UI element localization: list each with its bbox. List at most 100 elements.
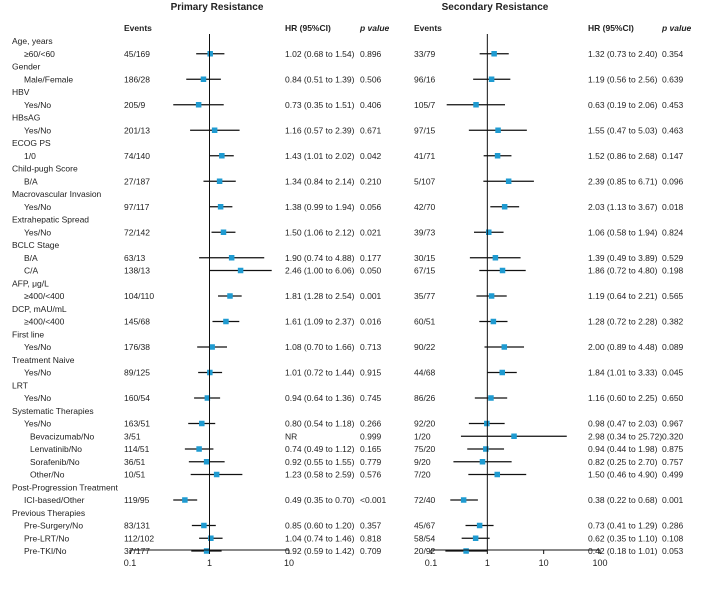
secondary-hr-text: 1.16 (0.60 to 2.25) [588,393,658,403]
group-label: Treatment Naive [12,355,75,365]
primary-hr-marker [209,344,215,350]
primary-hr-text: 1.08 (0.70 to 1.66) [285,342,355,352]
primary-p-value: 0.001 [360,291,382,301]
secondary-hr-text: 1.86 (0.72 to 4.80) [588,266,658,276]
primary-hr-text: 0.92 (0.55 to 1.55) [285,457,355,467]
secondary-p-value: 0.053 [662,546,684,556]
secondary-hr-text: 0.82 (0.25 to 2.70) [588,457,658,467]
primary-events-value: 119/95 [124,495,150,505]
secondary-axis-tick-label: 100 [592,558,607,568]
secondary-hr-marker [472,535,479,541]
secondary-panel-title: Secondary Resistance [442,2,549,13]
secondary-p-value: 0.824 [662,227,684,237]
primary-p-value: 0.713 [360,342,382,352]
primary-hr-marker [196,446,202,452]
secondary-hr-text: 0.63 (0.19 to 2.06) [588,100,658,110]
primary-events-value: 36/51 [124,457,146,467]
primary-p-value: 0.266 [360,419,382,429]
subgroup-label: Yes/No [24,419,51,429]
primary-p-value: 0.357 [360,521,382,531]
secondary-hr-marker [501,344,508,350]
primary-hr-marker [201,522,207,529]
primary-hr-text: 1.23 (0.58 to 2.59) [285,470,355,480]
primary-hr-text: 0.94 (0.64 to 1.36) [285,393,355,403]
primary-hr-marker [227,293,233,299]
secondary-events-value: 96/16 [414,74,436,84]
subgroup-label: ≥400/<400 [24,317,65,327]
primary-hr-header: HR (95%CI) [285,23,331,33]
primary-events-value: 160/54 [124,393,150,403]
secondary-hr-text: 1.19 (0.56 to 2.56) [588,74,658,84]
primary-events-value: 83/131 [124,521,150,531]
secondary-hr-text: 2.00 (0.89 to 4.48) [588,342,658,352]
secondary-hr-marker [511,433,517,439]
group-label: HBsAG [12,113,40,123]
primary-events-value: 145/68 [124,317,150,327]
secondary-p-value: 0.565 [662,291,684,301]
primary-p-value: 0.056 [360,202,382,212]
secondary-hr-text: 0.98 (0.47 to 2.03) [588,419,658,429]
secondary-events-value: 42/70 [414,202,436,212]
secondary-p-header: p value [661,23,692,33]
secondary-hr-marker [494,471,501,478]
primary-hr-marker [223,318,229,325]
secondary-hr-text: 0.62 (0.35 to 1.10) [588,533,658,543]
secondary-events-value: 9/20 [414,457,431,467]
primary-p-value: 0.050 [360,266,382,276]
subgroup-label: ≥400/<400 [24,291,65,301]
primary-events-value: 201/13 [124,125,150,135]
secondary-hr-marker [463,548,469,554]
secondary-p-value: 0.757 [662,457,684,467]
secondary-hr-text: 1.52 (0.86 to 2.68) [588,151,658,161]
primary-p-value: 0.896 [360,49,382,59]
primary-hr-marker [195,102,202,108]
secondary-p-value: 0.382 [662,317,684,327]
secondary-events-value: 33/79 [414,49,436,59]
secondary-events-value: 1/20 [414,431,431,441]
primary-events-value: 74/140 [124,151,150,161]
primary-hr-marker [213,471,220,478]
subgroup-label: Yes/No [24,342,51,352]
secondary-events-value: 60/51 [414,317,436,327]
secondary-hr-text: 1.32 (0.73 to 2.40) [588,49,658,59]
secondary-p-value: 0.108 [662,533,684,543]
secondary-hr-text: 1.55 (0.47 to 5.03) [588,125,658,135]
subgroup-label: Yes/No [24,227,51,237]
group-label: BCLC Stage [12,240,60,250]
primary-p-value: <0.001 [360,495,387,505]
subgroup-label: Yes/No [24,100,51,110]
subgroup-label: Yes/No [24,202,51,212]
subgroup-label: ≥60/<60 [24,49,55,59]
secondary-hr-text: 1.28 (0.72 to 2.28) [588,317,658,327]
secondary-events-value: 72/40 [414,495,436,505]
primary-hr-marker [220,229,227,235]
primary-events-value: 112/102 [124,533,154,543]
secondary-axis-tick-label: 10 [539,558,549,568]
primary-axis-tick-label: 1 [207,558,212,568]
primary-hr-text: 0.74 (0.49 to 1.12) [285,444,355,454]
group-label: Previous Therapies [12,508,85,518]
secondary-hr-header: HR (95%CI) [588,23,634,33]
primary-hr-text: 1.02 (0.68 to 1.54) [285,49,355,59]
group-label: Age, years [12,36,53,46]
subgroup-label: B/A [24,176,38,186]
secondary-hr-marker [473,102,479,108]
primary-hr-text: 1.50 (1.06 to 2.12) [285,227,355,237]
primary-events-value: 97/117 [124,202,150,212]
secondary-p-value: 0.320 [662,431,684,441]
secondary-events-value: 30/15 [414,253,436,263]
secondary-events-value: 5/107 [414,176,436,186]
secondary-hr-marker [488,76,495,82]
primary-events-value: 10/51 [124,470,146,480]
secondary-p-value: 0.967 [662,419,684,429]
primary-hr-text: 0.73 (0.35 to 1.51) [285,100,355,110]
primary-hr-text: 1.81 (1.28 to 2.54) [285,291,355,301]
secondary-p-value: 0.650 [662,393,684,403]
primary-events-value: 63/13 [124,253,146,263]
secondary-events-header: Events [414,23,442,33]
primary-hr-text: 0.80 (0.54 to 1.18) [285,419,355,429]
primary-p-value: 0.745 [360,393,382,403]
primary-p-value: 0.506 [360,74,382,84]
secondary-p-value: 0.001 [662,495,684,505]
primary-hr-marker [216,178,223,184]
